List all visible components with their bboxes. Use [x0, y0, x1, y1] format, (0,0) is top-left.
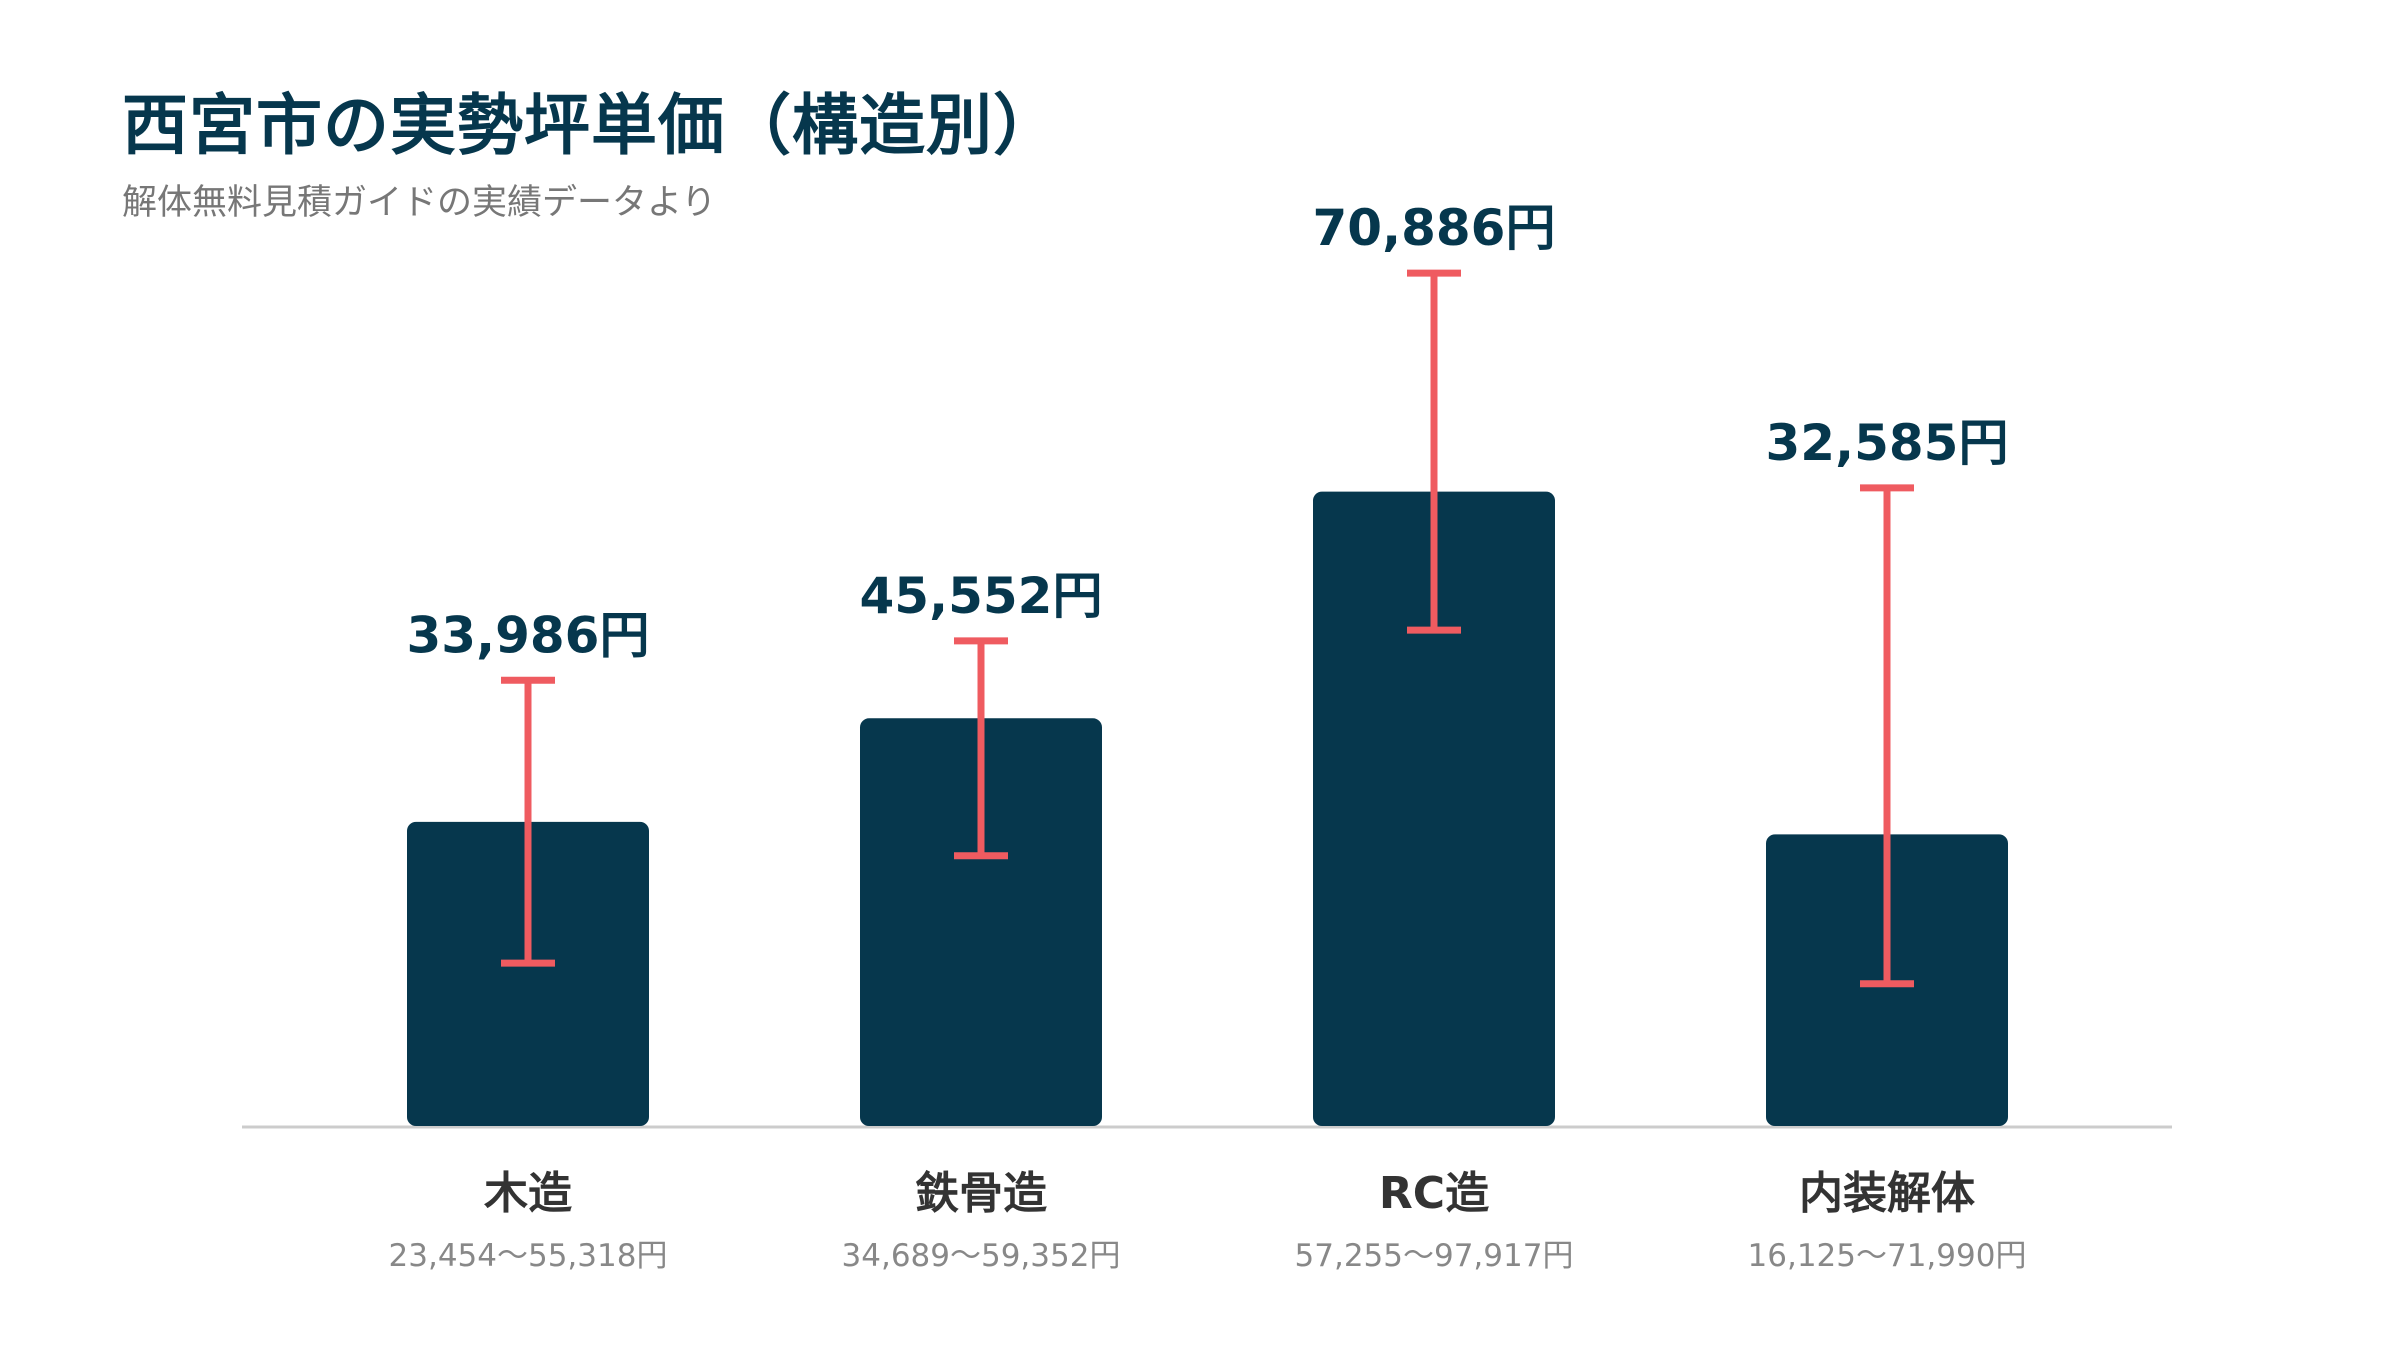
range-label-2: 34,689〜59,352円 [842, 1238, 1121, 1274]
value-label-1: 33,986円 [407, 606, 650, 664]
value-label-4: 32,585円 [1766, 414, 2009, 472]
range-label-3: 57,255〜97,917円 [1295, 1238, 1574, 1274]
bar-3 [1313, 491, 1555, 1126]
value-label-3: 70,886円 [1313, 199, 1556, 257]
category-label-2: 鉄骨造 [915, 1168, 1047, 1219]
chart-subtitle: 解体無料見積ガイドの実績データより [122, 183, 717, 223]
value-label-2: 45,552円 [860, 567, 1103, 625]
category-label-3: RC造 [1379, 1168, 1489, 1219]
bar-2 [860, 718, 1102, 1126]
range-label-1: 23,454〜55,318円 [389, 1238, 668, 1274]
category-label-4: 内装解体 [1799, 1168, 1975, 1219]
range-label-4: 16,125〜71,990円 [1748, 1238, 2027, 1274]
category-label-1: 木造 [484, 1168, 572, 1219]
chart-title: 西宮市の実勢坪単価（構造別） [122, 87, 1060, 164]
bar-1 [407, 821, 649, 1126]
